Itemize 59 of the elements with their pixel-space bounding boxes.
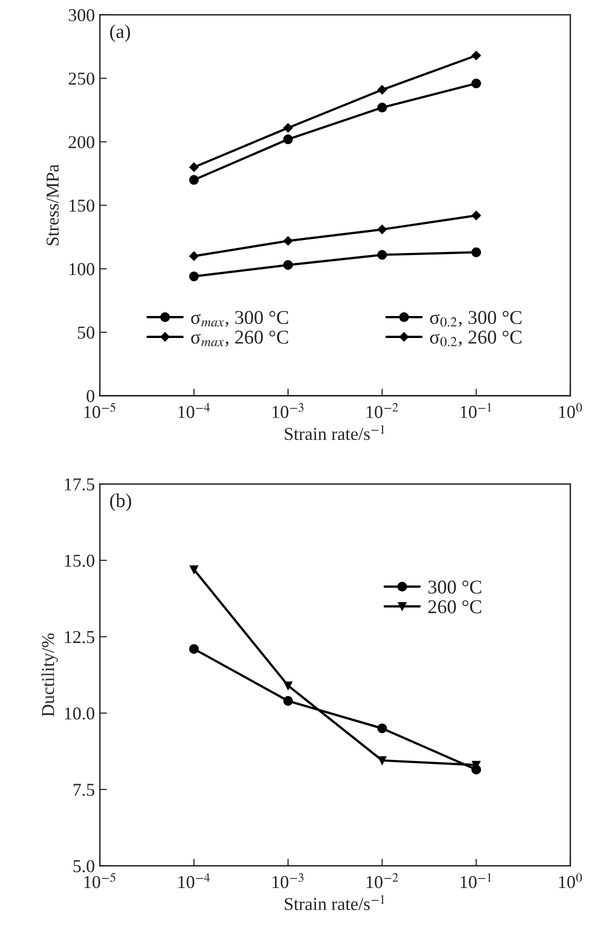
x-tick-label: 10$^{−3}$ <box>272 403 304 418</box>
x-tick-label: 10$^{0}$ <box>559 873 582 888</box>
y-tick-label: 5.0 <box>74 860 94 872</box>
x-tick-label: 10$^{−1}$ <box>460 403 492 418</box>
x-tick-label: 10$^{−4}$ <box>178 873 210 888</box>
point <box>189 251 199 261</box>
y-tick-label: 12.5 <box>65 631 94 644</box>
y-tick-label: 50 <box>78 326 94 339</box>
x-tick-label: 10$^{−5}$ <box>84 402 116 418</box>
y-axis-title: Ductility/% <box>41 633 58 717</box>
point <box>283 260 293 270</box>
point <box>283 696 293 706</box>
legend-label: σ$_{0.2}$, 260 °C <box>430 330 522 347</box>
y-tick-label: 150 <box>70 200 94 212</box>
x-tick-label: 10$^{−1}$ <box>460 873 492 888</box>
y-tick-label: 200 <box>68 136 94 148</box>
legend-label: σ$_{0.2}$, 300 °C <box>430 310 522 327</box>
y-tick-label: 100 <box>70 263 94 276</box>
point <box>189 272 199 282</box>
x-axis-title: Strain rate/s$^{−1}$ <box>284 895 384 910</box>
point <box>377 724 387 734</box>
point <box>189 175 199 185</box>
point <box>283 236 293 246</box>
point <box>472 50 481 60</box>
point <box>472 210 481 220</box>
y-tick-label: 0 <box>86 390 94 402</box>
y-tick-label: 17.5 <box>65 478 94 491</box>
y-axis-title: Stress/MPa <box>46 164 59 246</box>
y-tick-label: 300 <box>68 9 94 22</box>
y-tick-label: 15.0 <box>65 554 94 567</box>
x-tick-label: 10$^{−2}$ <box>366 873 398 888</box>
x-tick-label: 10$^{−5}$ <box>84 872 116 888</box>
point <box>377 102 387 112</box>
legend-label: 300 °C <box>428 580 482 594</box>
point <box>378 224 387 234</box>
y-tick-label: 10.0 <box>65 707 94 720</box>
point <box>378 756 386 765</box>
x-tick-label: 10$^{−2}$ <box>366 403 398 418</box>
point <box>471 78 482 88</box>
x-axis-title: Strain rate/s$^{−1}$ <box>284 424 384 440</box>
x-tick-label: 10$^{−4}$ <box>178 403 210 418</box>
point <box>283 134 293 144</box>
annotation: (a) <box>110 24 130 42</box>
point <box>189 644 199 654</box>
x-tick-label: 10$^{−3}$ <box>272 873 304 888</box>
point <box>283 123 293 132</box>
legend-label: σ$_{max}$, 260 °C <box>191 330 288 347</box>
y-tick-label: 250 <box>68 72 94 85</box>
annotation: (b) <box>110 494 132 512</box>
point <box>378 85 387 94</box>
y-tick-label: 7.5 <box>74 784 94 796</box>
legend-label: 260 °C <box>428 600 482 614</box>
point <box>190 565 198 574</box>
point <box>189 162 199 172</box>
point <box>284 681 292 690</box>
legend-label: σ$_{max}$, 300 °C <box>191 310 288 327</box>
point <box>471 247 482 258</box>
x-tick-label: 10$^{0}$ <box>559 403 582 418</box>
point <box>377 250 387 260</box>
